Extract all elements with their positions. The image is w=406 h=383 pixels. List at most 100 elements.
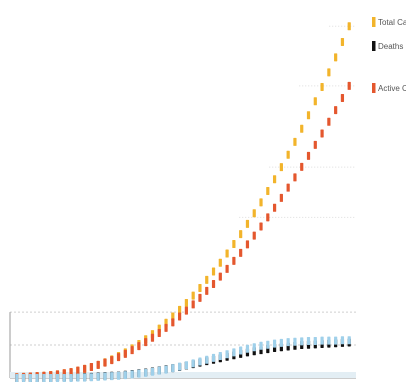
series-3-point-20 <box>150 367 155 376</box>
series-3-point-49 <box>347 336 351 345</box>
legend-swatch-1 <box>372 41 376 51</box>
series-2-point-30 <box>218 272 222 281</box>
series-2-point-44 <box>313 140 317 149</box>
series-3-point-33 <box>239 346 243 355</box>
series-3-point-11 <box>89 373 94 382</box>
series-3-point-43 <box>306 337 311 346</box>
series-0-point-47 <box>334 53 338 62</box>
series-3-point-26 <box>191 359 195 368</box>
series-2-point-21 <box>157 328 161 337</box>
series-2-point-47 <box>334 106 338 115</box>
series-0-point-39 <box>279 163 283 172</box>
series-0-point-35 <box>252 209 256 218</box>
series-3-point-32 <box>232 348 236 357</box>
series-3-point-18 <box>137 369 141 378</box>
series-2-point-24 <box>178 312 182 321</box>
series-3-point-48 <box>340 336 345 345</box>
series-3-point-47 <box>334 336 338 345</box>
legend: Total Cases Deaths Active Cases <box>372 17 406 93</box>
series-3-point-12 <box>96 372 100 381</box>
series-2-point-17 <box>130 346 134 355</box>
series-0-point-26 <box>191 291 195 300</box>
series-2-point-9 <box>76 366 80 375</box>
series-3-point-34 <box>245 344 250 353</box>
series-3-point-24 <box>178 362 182 371</box>
series-3-point-7 <box>62 374 66 382</box>
series-0 <box>15 22 351 382</box>
series-3-point-36 <box>259 341 263 350</box>
series-2-point-32 <box>232 256 236 265</box>
series-3-point-44 <box>313 337 317 346</box>
series-3-point-2 <box>28 374 32 382</box>
grid <box>10 25 356 379</box>
series-2-point-39 <box>279 193 283 202</box>
series-2-point-16 <box>123 349 127 358</box>
series-2-point-10 <box>83 364 87 373</box>
series-3-point-0 <box>15 374 19 382</box>
series-0-point-27 <box>198 283 202 292</box>
series-3-point-45 <box>320 336 324 345</box>
series-3-point-10 <box>83 373 87 382</box>
series-0-point-36 <box>259 198 263 207</box>
series-3-point-22 <box>164 365 168 374</box>
series-2-point-29 <box>211 279 216 288</box>
series-0-point-46 <box>327 68 331 77</box>
series-2-point-22 <box>164 323 168 332</box>
series-3-point-42 <box>300 337 304 346</box>
series-2-point-49 <box>347 81 351 90</box>
series-3-point-19 <box>144 368 148 377</box>
series-2-point-15 <box>116 353 121 362</box>
series-3-point-9 <box>76 373 80 382</box>
series-2-point-23 <box>171 318 175 327</box>
series-0-point-33 <box>239 230 243 239</box>
legend-label-1: Deaths <box>378 42 403 51</box>
series-2-point-28 <box>205 286 209 295</box>
series-2-point-11 <box>89 363 94 372</box>
series-0-point-48 <box>340 38 345 47</box>
series-3-point-37 <box>266 340 270 349</box>
legend-label-2: Active Cases <box>378 84 406 93</box>
series-3-point-30 <box>218 352 222 361</box>
series-3-point-14 <box>110 372 114 381</box>
series-0-point-32 <box>232 240 236 249</box>
axes <box>9 312 356 379</box>
series-2-point-34 <box>245 240 250 249</box>
series-0-point-29 <box>211 267 216 276</box>
series-2-point-12 <box>96 360 100 369</box>
series-2-point-36 <box>259 222 263 231</box>
series-3-point-3 <box>35 374 39 382</box>
series-3-point-13 <box>103 372 107 381</box>
series-3-point-38 <box>272 339 277 348</box>
legend-swatch-2 <box>372 83 376 93</box>
series-3-point-4 <box>42 374 46 382</box>
legend-swatch-0 <box>372 17 376 27</box>
series-2-point-18 <box>137 342 141 351</box>
series-3-point-1 <box>21 374 26 382</box>
series-2-point-31 <box>225 264 229 273</box>
series-3-point-23 <box>171 364 175 373</box>
series-2-point-43 <box>306 151 311 160</box>
series-3-point-39 <box>279 338 283 347</box>
series-0-point-34 <box>245 219 250 228</box>
series-3-point-29 <box>211 353 216 362</box>
series-2-point-38 <box>272 203 277 212</box>
series-0-point-41 <box>293 137 297 146</box>
series-3-point-35 <box>252 343 256 352</box>
series-0-point-37 <box>266 186 270 195</box>
series-3-point-5 <box>49 374 53 382</box>
series-2-point-35 <box>252 231 256 240</box>
series-3-point-41 <box>293 337 297 346</box>
series-3-point-25 <box>184 361 188 370</box>
series-group <box>15 22 351 382</box>
series-2-point-27 <box>198 293 202 302</box>
series-3 <box>15 336 351 382</box>
series-2-point-20 <box>150 333 155 342</box>
series-3-point-8 <box>69 374 73 382</box>
series-2-point-37 <box>266 213 270 222</box>
series-2-point-46 <box>327 117 331 126</box>
series-3-point-6 <box>55 374 60 382</box>
series-0-point-42 <box>300 124 304 133</box>
series-3-point-15 <box>116 371 121 380</box>
x-axis-band <box>10 372 356 378</box>
